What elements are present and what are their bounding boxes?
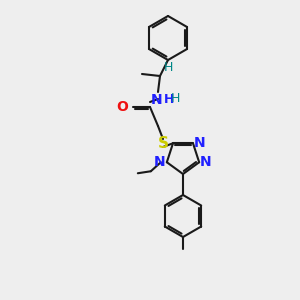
Text: O: O — [116, 100, 128, 114]
Text: N: N — [154, 155, 166, 169]
Text: S: S — [158, 136, 169, 151]
Text: H: H — [164, 93, 174, 106]
Text: H: H — [164, 61, 173, 74]
Text: N: N — [151, 93, 163, 107]
Text: N: N — [194, 136, 206, 150]
Text: H: H — [171, 92, 180, 105]
Text: N: N — [200, 155, 212, 169]
